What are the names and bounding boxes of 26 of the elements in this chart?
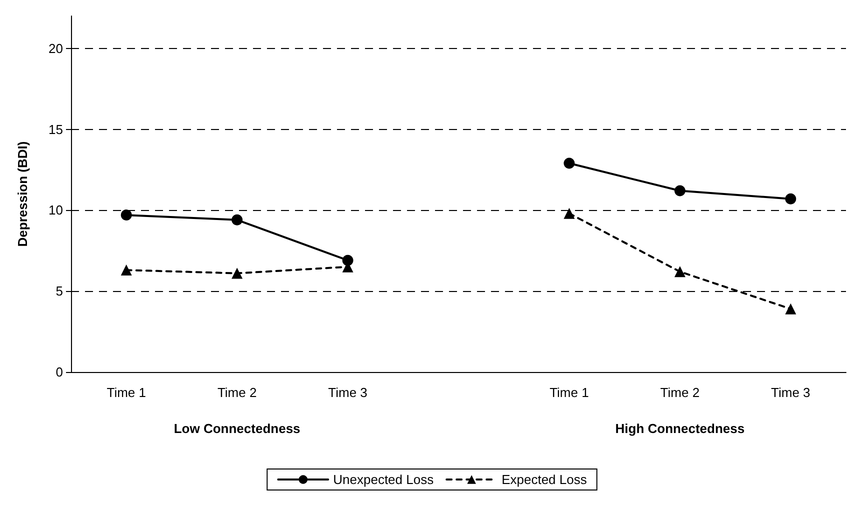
point bbox=[120, 210, 132, 221]
x-tick-label: Time 1 bbox=[550, 385, 589, 400]
legend-label: Unexpected Loss bbox=[333, 472, 434, 487]
point bbox=[232, 268, 243, 279]
y-tick-label: 10 bbox=[48, 202, 63, 218]
point bbox=[232, 214, 243, 226]
point bbox=[785, 303, 796, 314]
point bbox=[564, 208, 575, 219]
x-tick-label: Time 2 bbox=[217, 385, 257, 400]
x-tick-label: Time 3 bbox=[771, 385, 810, 400]
legend-label: Expected Loss bbox=[502, 472, 588, 487]
point bbox=[564, 158, 575, 169]
point bbox=[674, 185, 686, 196]
x-tick-label: Time 2 bbox=[660, 385, 700, 400]
text: Low Connectedness bbox=[174, 421, 300, 436]
point bbox=[120, 264, 132, 276]
x-tick-label: Time 3 bbox=[328, 385, 368, 400]
point bbox=[785, 193, 796, 204]
y-tick-label: 0 bbox=[56, 364, 63, 380]
y-axis-title: Depression (BDI) bbox=[15, 141, 30, 247]
point bbox=[674, 266, 686, 278]
text: High Connectedness bbox=[615, 421, 745, 436]
y-tick-label: 20 bbox=[48, 40, 63, 56]
y-tick-label: 5 bbox=[56, 284, 63, 299]
x-tick-label: Time 1 bbox=[106, 385, 146, 400]
y-tick-label: 15 bbox=[48, 122, 63, 137]
